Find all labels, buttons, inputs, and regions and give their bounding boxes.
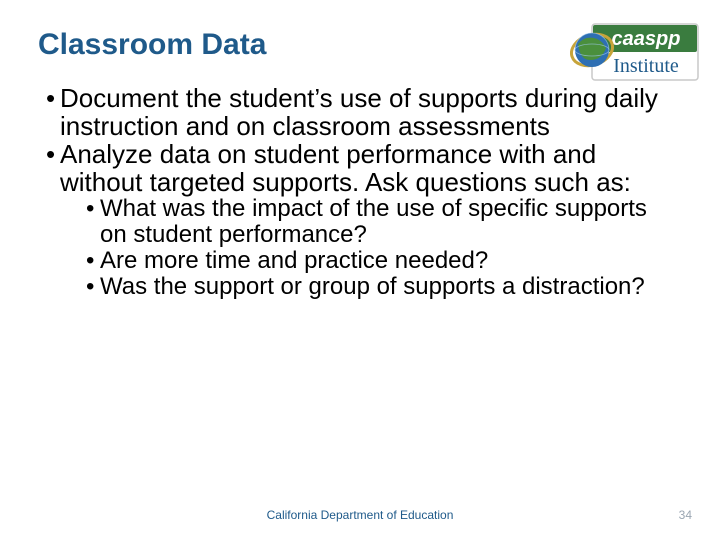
bullet-text: Document the student’s use of supports d… [60,83,658,141]
logo-bottom-text: Institute [613,55,679,77]
bullet-text: Was the support or group of supports a d… [100,273,645,300]
bullet-lvl1: • Analyze data on student performance wi… [30,140,670,196]
bullet-lvl2: • Was the support or group of supports a… [84,274,670,300]
caaspp-logo: caaspp Institute [570,18,700,88]
bullet-lvl2: • Are more time and practice needed? [84,248,670,274]
slide: Classroom Data caaspp Institute • Docume… [0,0,720,540]
bullet-lvl1: • Document the student’s use of supports… [30,84,670,140]
slide-body: • Document the student’s use of supports… [30,84,670,300]
bullet-lvl2: • What was the impact of the use of spec… [84,196,670,248]
bullet-text: Analyze data on student performance with… [60,139,631,197]
bullet-text: What was the impact of the use of specif… [100,195,647,248]
page-number: 34 [679,508,692,522]
logo-top-text: caaspp [612,28,681,50]
sub-bullet-group: • What was the impact of the use of spec… [30,196,670,300]
footer-center-text: California Department of Education [0,508,720,522]
bullet-text: Are more time and practice needed? [100,247,488,274]
slide-title: Classroom Data [38,28,266,62]
